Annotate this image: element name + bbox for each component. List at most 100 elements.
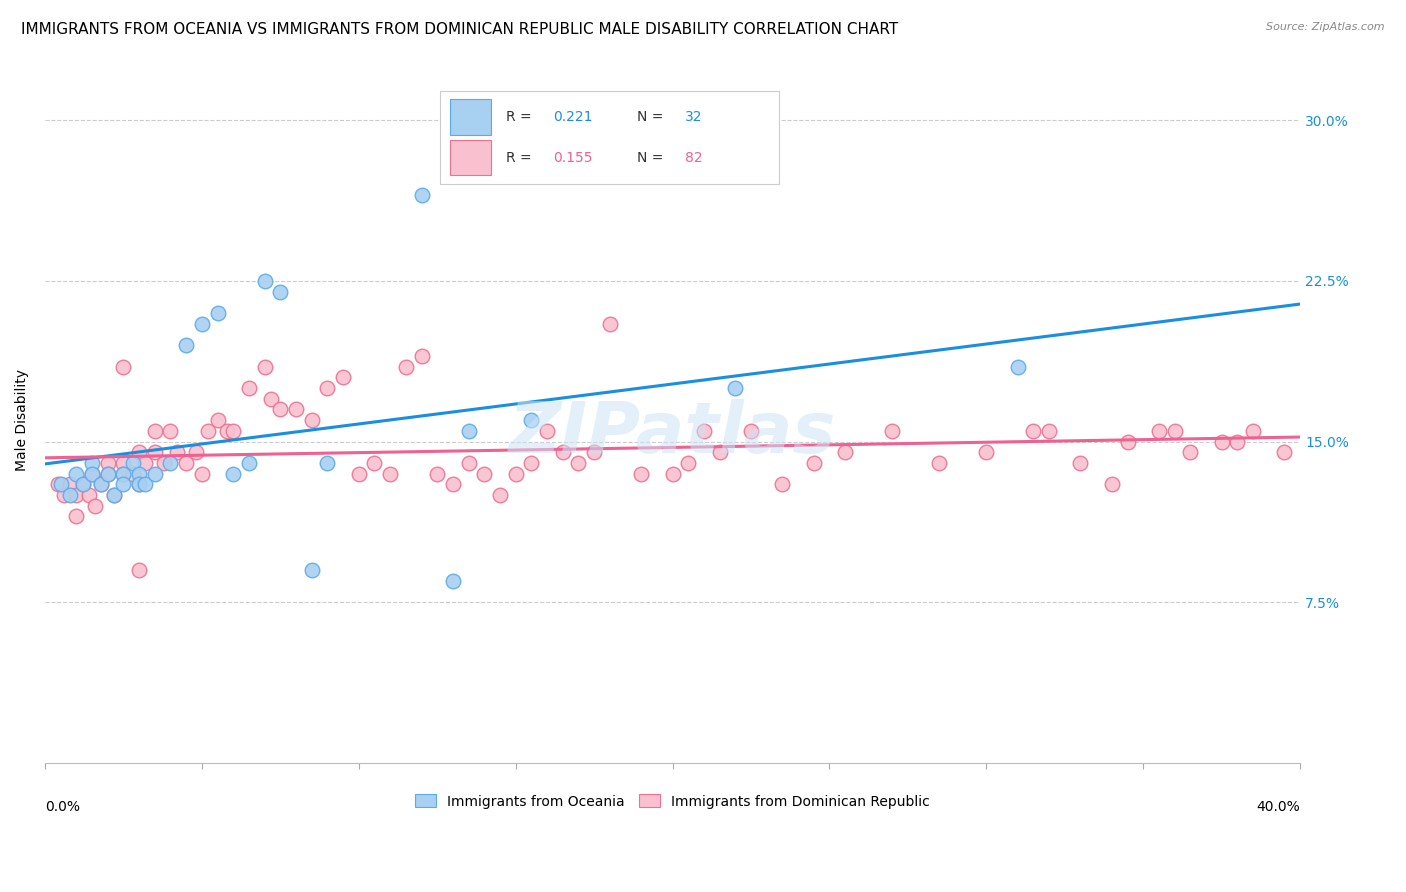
Point xyxy=(159,424,181,438)
Point xyxy=(238,381,260,395)
Point xyxy=(207,306,229,320)
Point xyxy=(740,424,762,438)
Point xyxy=(803,456,825,470)
Text: R =: R = xyxy=(506,110,536,124)
Point xyxy=(489,488,512,502)
Point xyxy=(709,445,731,459)
Text: 40.0%: 40.0% xyxy=(1257,800,1301,814)
Point xyxy=(253,274,276,288)
FancyBboxPatch shape xyxy=(450,100,491,135)
Point xyxy=(363,456,385,470)
Point xyxy=(174,338,197,352)
Point xyxy=(65,488,87,502)
Point xyxy=(301,413,323,427)
Y-axis label: Male Disability: Male Disability xyxy=(15,369,30,471)
Point xyxy=(441,574,464,588)
Point xyxy=(520,413,543,427)
Text: N =: N = xyxy=(637,110,668,124)
Point xyxy=(65,509,87,524)
Point xyxy=(166,445,188,459)
Point xyxy=(72,477,94,491)
Point xyxy=(207,413,229,427)
Point xyxy=(411,188,433,202)
Point xyxy=(882,424,904,438)
Point xyxy=(90,477,112,491)
Point xyxy=(316,456,339,470)
Point xyxy=(676,456,699,470)
Point xyxy=(332,370,354,384)
Point xyxy=(238,456,260,470)
Point xyxy=(143,445,166,459)
Point xyxy=(65,467,87,481)
Text: ZIPatlas: ZIPatlas xyxy=(509,400,837,468)
Point xyxy=(128,477,150,491)
Point xyxy=(80,467,103,481)
Point xyxy=(411,349,433,363)
Text: N =: N = xyxy=(637,151,668,165)
Point xyxy=(112,359,135,374)
Text: R =: R = xyxy=(506,151,536,165)
Point xyxy=(184,445,207,459)
Point xyxy=(457,456,479,470)
Point xyxy=(103,488,125,502)
Text: 0.221: 0.221 xyxy=(554,110,593,124)
Point xyxy=(1274,445,1296,459)
Point xyxy=(347,467,370,481)
Point xyxy=(215,424,238,438)
Point xyxy=(1163,424,1185,438)
Point xyxy=(457,424,479,438)
Point xyxy=(49,477,72,491)
Point xyxy=(143,467,166,481)
Point xyxy=(1022,424,1045,438)
Point xyxy=(505,467,527,481)
Point xyxy=(112,467,135,481)
Text: 82: 82 xyxy=(685,151,703,165)
Point xyxy=(222,467,245,481)
Point xyxy=(134,477,156,491)
Text: 32: 32 xyxy=(685,110,703,124)
Point xyxy=(253,359,276,374)
Point xyxy=(693,424,716,438)
Point xyxy=(285,402,308,417)
Point xyxy=(1007,359,1029,374)
Point xyxy=(134,456,156,470)
Point xyxy=(159,456,181,470)
Point xyxy=(97,467,120,481)
Point xyxy=(121,467,143,481)
Point xyxy=(974,445,997,459)
Text: Source: ZipAtlas.com: Source: ZipAtlas.com xyxy=(1267,22,1385,32)
Point xyxy=(1038,424,1060,438)
Point xyxy=(1101,477,1123,491)
Point xyxy=(121,456,143,470)
Point xyxy=(174,456,197,470)
Point xyxy=(1147,424,1170,438)
Point xyxy=(770,477,793,491)
FancyBboxPatch shape xyxy=(440,91,779,184)
Point xyxy=(551,445,574,459)
Point xyxy=(724,381,747,395)
FancyBboxPatch shape xyxy=(450,140,491,176)
Point xyxy=(128,467,150,481)
Point xyxy=(1116,434,1139,449)
Point xyxy=(90,477,112,491)
Point xyxy=(426,467,449,481)
Point xyxy=(260,392,283,406)
Point xyxy=(928,456,950,470)
Text: 0.155: 0.155 xyxy=(554,151,593,165)
Point xyxy=(316,381,339,395)
Point xyxy=(269,402,291,417)
Point xyxy=(46,477,69,491)
Point xyxy=(112,456,135,470)
Point xyxy=(1180,445,1202,459)
Point xyxy=(599,317,621,331)
Point xyxy=(112,477,135,491)
Point xyxy=(472,467,495,481)
Point xyxy=(128,563,150,577)
Point xyxy=(834,445,856,459)
Point xyxy=(143,424,166,438)
Point xyxy=(301,563,323,577)
Point xyxy=(72,477,94,491)
Point xyxy=(520,456,543,470)
Point xyxy=(77,488,100,502)
Legend: Immigrants from Oceania, Immigrants from Dominican Republic: Immigrants from Oceania, Immigrants from… xyxy=(411,789,935,814)
